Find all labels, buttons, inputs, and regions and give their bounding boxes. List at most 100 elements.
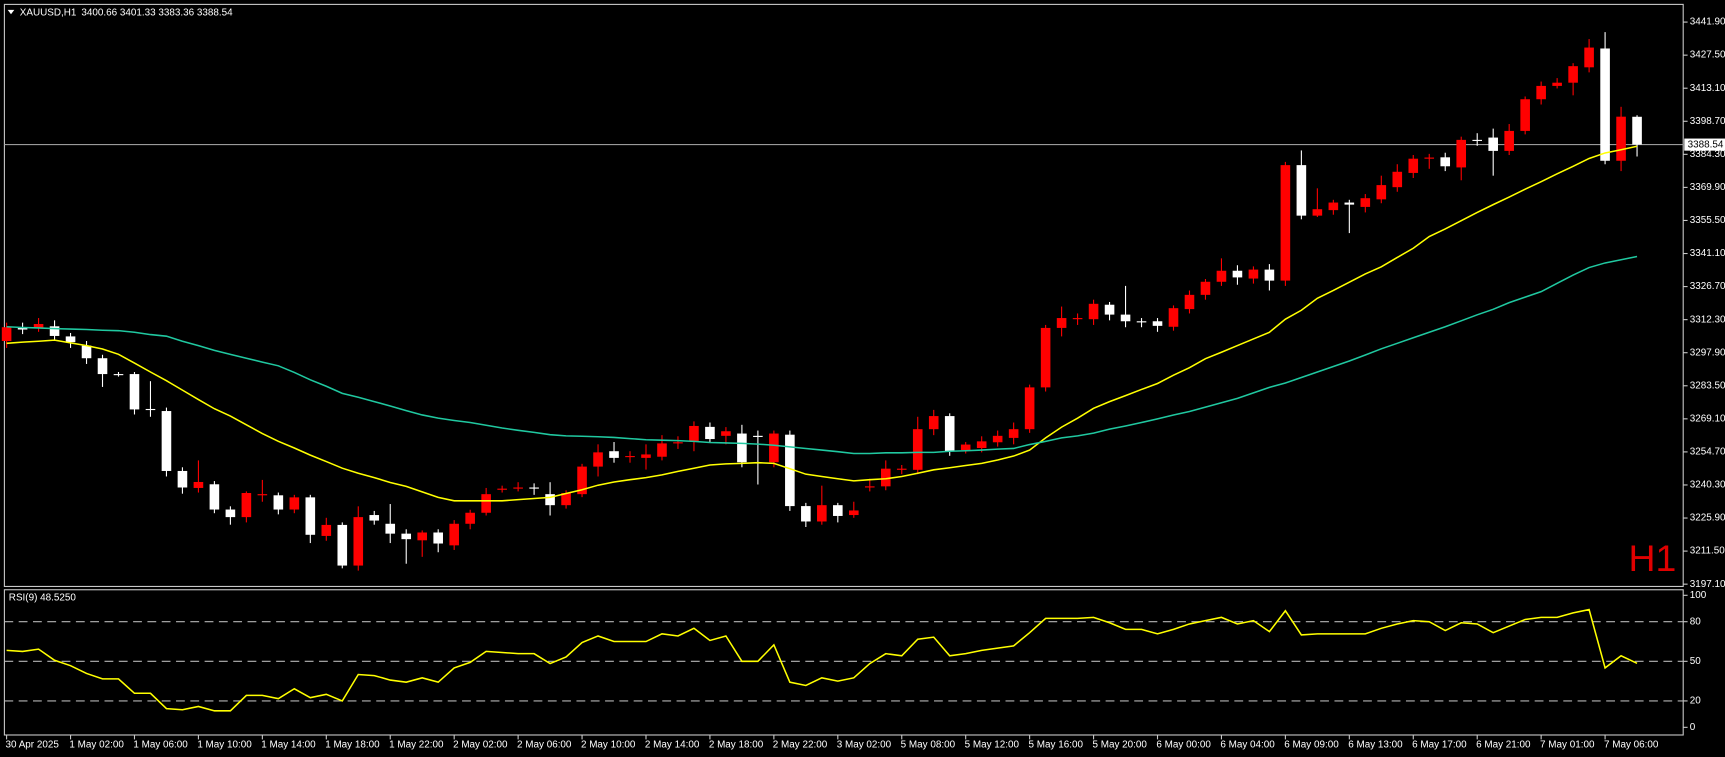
y-tick-label: 3240.30 xyxy=(1690,480,1725,491)
candle-body xyxy=(1616,116,1626,161)
candle-body xyxy=(1472,139,1483,141)
y-tick-label: 20 xyxy=(1690,696,1701,707)
y-tick-label: 3384.30 xyxy=(1690,149,1725,160)
candle-body xyxy=(817,505,827,522)
candle-body xyxy=(481,494,491,513)
candle-body xyxy=(241,493,252,518)
candle-body xyxy=(305,497,316,535)
candle-body xyxy=(1344,202,1355,205)
candle-body xyxy=(1,327,12,342)
x-tick-label: 1 May 14:00 xyxy=(261,740,316,751)
candle-body xyxy=(896,468,907,470)
candle-body xyxy=(273,495,284,510)
candle-body xyxy=(385,523,396,534)
candle-body xyxy=(1536,85,1546,100)
candle-body xyxy=(1360,198,1371,207)
candle-body xyxy=(337,524,348,566)
rsi-line xyxy=(6,608,1638,712)
candle-body xyxy=(1184,294,1195,310)
candle-body xyxy=(449,523,459,546)
x-tick-label: 6 May 04:00 xyxy=(1220,740,1275,751)
x-tick-label: 2 May 06:00 xyxy=(517,740,572,751)
candle-body xyxy=(928,416,939,430)
candle-body xyxy=(705,426,715,440)
current-price-label: 3388.54 xyxy=(1688,140,1724,151)
candle-body xyxy=(209,484,220,510)
candle-body xyxy=(1104,304,1115,315)
moving-average-line xyxy=(6,145,1638,502)
candle-body xyxy=(737,433,747,463)
collapse-icon[interactable] xyxy=(7,9,15,15)
y-tick-label: 3312.30 xyxy=(1690,314,1725,325)
candle-body xyxy=(657,443,667,457)
candle-body xyxy=(1232,270,1243,278)
candle-body xyxy=(1440,157,1451,167)
candle-body xyxy=(625,456,635,458)
candle-body xyxy=(1008,429,1019,438)
x-tick-label: 2 May 22:00 xyxy=(773,740,828,751)
candle-body xyxy=(49,326,60,336)
y-tick-label: 3427.50 xyxy=(1690,50,1725,61)
candle-body xyxy=(833,505,843,516)
x-tick-label: 6 May 17:00 xyxy=(1412,740,1467,751)
candle-body xyxy=(1152,321,1163,326)
x-tick-label: 6 May 13:00 xyxy=(1348,740,1403,751)
y-tick-label: 3326.70 xyxy=(1690,281,1725,292)
y-tick-label: 3369.90 xyxy=(1690,182,1725,193)
candle-body xyxy=(321,524,332,536)
candle-body xyxy=(545,494,555,506)
candle-body xyxy=(609,451,619,458)
x-tick-label: 2 May 14:00 xyxy=(645,740,700,751)
ohlc-label: 3400.66 3401.33 3383.36 3388.54 xyxy=(81,7,233,18)
candle-body xyxy=(177,470,188,488)
y-tick-label: 3297.90 xyxy=(1690,347,1725,358)
candle-body xyxy=(577,466,587,495)
rsi-pane-frame xyxy=(3,589,1684,736)
candle-body xyxy=(369,515,380,521)
x-tick-label: 1 May 06:00 xyxy=(133,740,188,751)
candle-body xyxy=(769,433,779,463)
candle-body xyxy=(1056,318,1067,328)
candle-body xyxy=(417,532,428,541)
x-tick-label: 3 May 02:00 xyxy=(837,740,892,751)
candle-body xyxy=(1520,99,1530,131)
candle-body xyxy=(785,434,795,507)
candle-body xyxy=(17,327,28,330)
candle-body xyxy=(353,517,364,566)
candle-body xyxy=(1024,387,1035,430)
y-tick-label: 0 xyxy=(1690,722,1696,733)
candle-body xyxy=(1600,48,1610,161)
y-tick-label: 3254.70 xyxy=(1690,447,1725,458)
y-tick-label: 3225.90 xyxy=(1690,513,1725,524)
candle-body xyxy=(593,452,603,467)
candle-body xyxy=(864,486,875,488)
candle-body xyxy=(81,345,92,359)
candle-body xyxy=(433,532,443,544)
candle-body xyxy=(129,374,140,410)
candle-body xyxy=(641,454,651,458)
x-tick-label: 1 May 22:00 xyxy=(389,740,444,751)
candle-body xyxy=(289,497,300,510)
y-tick-label: 3283.50 xyxy=(1690,380,1725,391)
y-tick-label: 100 xyxy=(1690,590,1707,601)
x-tick-label: 5 May 16:00 xyxy=(1029,740,1084,751)
y-tick-label: 50 xyxy=(1690,656,1701,667)
candle-body xyxy=(145,408,156,411)
candle-body xyxy=(1568,66,1578,83)
rsi-title: RSI(9) 48.5250 xyxy=(9,593,77,604)
y-tick-label: 3413.10 xyxy=(1690,83,1725,94)
candle-body xyxy=(561,493,571,506)
current-price-box xyxy=(1684,138,1725,151)
candle-body xyxy=(1248,269,1259,279)
moving-average-line xyxy=(6,255,1638,455)
x-tick-label: 1 May 02:00 xyxy=(69,740,124,751)
x-tick-label: 5 May 20:00 xyxy=(1092,740,1147,751)
x-tick-label: 5 May 12:00 xyxy=(965,740,1020,751)
y-tick-label: 3269.10 xyxy=(1690,413,1725,424)
candle-body xyxy=(1088,303,1099,320)
x-tick-label: 7 May 06:00 xyxy=(1604,740,1659,751)
candle-body xyxy=(257,494,268,496)
candle-body xyxy=(465,512,475,524)
candle-body xyxy=(1040,327,1051,388)
